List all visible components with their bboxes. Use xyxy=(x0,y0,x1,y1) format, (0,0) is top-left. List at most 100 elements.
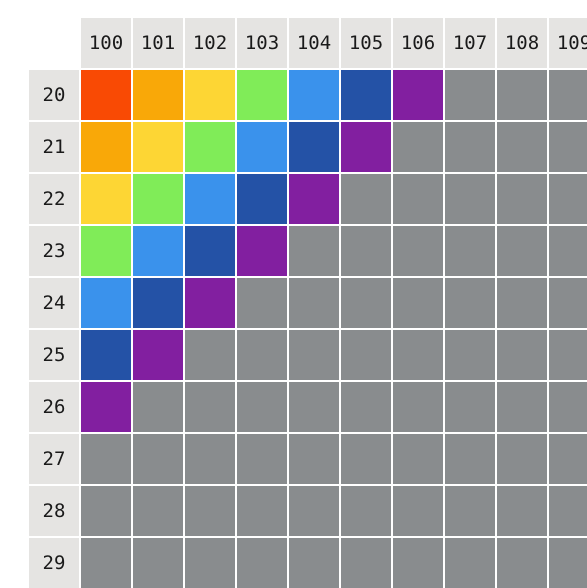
empty-cell xyxy=(549,330,587,380)
empty-cell xyxy=(237,434,287,484)
empty-cell xyxy=(289,330,339,380)
empty-cell xyxy=(445,226,495,276)
column-header: 101 xyxy=(133,18,183,68)
empty-cell xyxy=(393,538,443,588)
empty-cell xyxy=(549,278,587,328)
empty-cell xyxy=(341,174,391,224)
empty-cell xyxy=(133,382,183,432)
colored-cell xyxy=(133,330,183,380)
row-header: 20 xyxy=(29,70,79,120)
column-header: 108 xyxy=(497,18,547,68)
colored-cell xyxy=(81,70,131,120)
empty-cell xyxy=(341,434,391,484)
empty-cell xyxy=(497,278,547,328)
colored-cell xyxy=(81,330,131,380)
colored-cell xyxy=(341,122,391,172)
empty-cell xyxy=(445,434,495,484)
colored-cell xyxy=(341,70,391,120)
empty-cell xyxy=(185,434,235,484)
colored-cell xyxy=(133,226,183,276)
empty-cell xyxy=(497,122,547,172)
column-header: 107 xyxy=(445,18,495,68)
column-header: 103 xyxy=(237,18,287,68)
empty-cell xyxy=(549,70,587,120)
colored-cell xyxy=(185,278,235,328)
colored-cell xyxy=(185,174,235,224)
empty-cell xyxy=(549,122,587,172)
row-header: 29 xyxy=(29,538,79,588)
row-header: 21 xyxy=(29,122,79,172)
empty-cell xyxy=(497,174,547,224)
empty-cell xyxy=(445,70,495,120)
column-header: 100 xyxy=(81,18,131,68)
empty-cell xyxy=(185,330,235,380)
empty-cell xyxy=(133,538,183,588)
empty-cell xyxy=(237,278,287,328)
empty-cell xyxy=(393,278,443,328)
row-header: 26 xyxy=(29,382,79,432)
colored-cell xyxy=(81,226,131,276)
corner-cell xyxy=(29,18,79,68)
empty-cell xyxy=(289,382,339,432)
empty-cell xyxy=(549,174,587,224)
colored-cell xyxy=(185,70,235,120)
row-header: 22 xyxy=(29,174,79,224)
empty-cell xyxy=(445,174,495,224)
empty-cell xyxy=(185,382,235,432)
empty-cell xyxy=(445,538,495,588)
empty-cell xyxy=(289,486,339,536)
colored-cell xyxy=(237,70,287,120)
empty-cell xyxy=(81,434,131,484)
empty-cell xyxy=(393,486,443,536)
empty-cell xyxy=(237,538,287,588)
empty-cell xyxy=(289,538,339,588)
colored-cell xyxy=(237,122,287,172)
row-header: 23 xyxy=(29,226,79,276)
empty-cell xyxy=(185,486,235,536)
column-header: 104 xyxy=(289,18,339,68)
empty-cell xyxy=(133,434,183,484)
empty-cell xyxy=(341,278,391,328)
colored-cell xyxy=(185,226,235,276)
empty-cell xyxy=(81,486,131,536)
colored-cell xyxy=(393,70,443,120)
empty-cell xyxy=(549,434,587,484)
empty-cell xyxy=(497,70,547,120)
empty-cell xyxy=(341,486,391,536)
empty-cell xyxy=(341,226,391,276)
empty-cell xyxy=(393,434,443,484)
empty-cell xyxy=(289,226,339,276)
colored-cell xyxy=(133,70,183,120)
empty-cell xyxy=(341,330,391,380)
empty-cell xyxy=(237,382,287,432)
colored-cell xyxy=(185,122,235,172)
column-header: 102 xyxy=(185,18,235,68)
row-header: 28 xyxy=(29,486,79,536)
empty-cell xyxy=(549,538,587,588)
empty-cell xyxy=(393,330,443,380)
colored-cell xyxy=(289,174,339,224)
empty-cell xyxy=(445,122,495,172)
column-header: 106 xyxy=(393,18,443,68)
empty-cell xyxy=(497,434,547,484)
colored-cell xyxy=(133,122,183,172)
empty-cell xyxy=(549,382,587,432)
empty-cell xyxy=(289,434,339,484)
empty-cell xyxy=(133,486,183,536)
colored-cell xyxy=(81,278,131,328)
row-header: 25 xyxy=(29,330,79,380)
empty-cell xyxy=(393,174,443,224)
empty-cell xyxy=(289,278,339,328)
empty-cell xyxy=(393,122,443,172)
empty-cell xyxy=(445,486,495,536)
empty-cell xyxy=(549,486,587,536)
empty-cell xyxy=(445,382,495,432)
column-header: 109 xyxy=(549,18,587,68)
colored-cell xyxy=(81,122,131,172)
empty-cell xyxy=(497,330,547,380)
empty-cell xyxy=(341,382,391,432)
empty-cell xyxy=(497,382,547,432)
empty-cell xyxy=(445,278,495,328)
empty-cell xyxy=(497,226,547,276)
empty-cell xyxy=(237,330,287,380)
